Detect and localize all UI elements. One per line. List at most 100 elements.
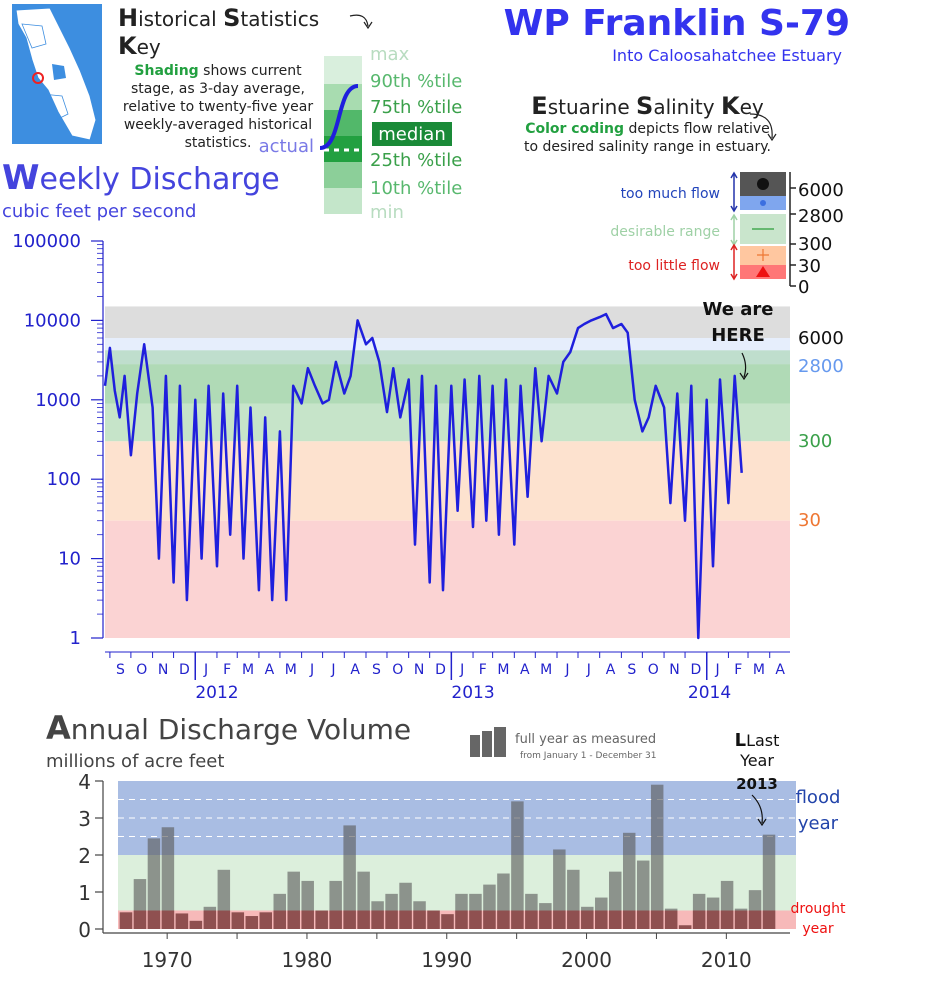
too-little-flow-label: too little flow [628, 258, 720, 274]
annual-bar-drought-part [203, 910, 217, 929]
annual-bar-drought-part [636, 910, 650, 929]
weekly-month-label: O [136, 662, 147, 678]
annual-discharge-chart: Annual Discharge Volume millions of acre… [46, 709, 846, 972]
location-marker [32, 72, 44, 84]
weekly-month-label: S [627, 662, 636, 678]
level-min: min [370, 202, 404, 223]
actual-label: actual [259, 136, 314, 157]
weekly-month-label: M [497, 662, 509, 678]
weekly-month-label: F [479, 662, 487, 678]
discharge-line [103, 312, 743, 640]
weekly-discharge-chart: Weekly Discharge cubic feet per second 1… [2, 158, 844, 703]
annual-title: Annual Discharge Volume [46, 709, 411, 747]
historical-key: Historical Statistics Key Shading shows … [118, 4, 354, 152]
salinity-key-title: Estuarine Salinity Key [531, 92, 764, 120]
annual-bar-drought-part [343, 910, 356, 929]
weekly-units: cubic feet per second [2, 201, 196, 222]
weekly-month-label: J [203, 662, 208, 678]
annual-bar-drought-part [385, 910, 398, 929]
annual-bar-drought-part [678, 925, 692, 929]
level-10th: 10th %tile [370, 178, 462, 199]
weekly-month-label: A [775, 662, 785, 678]
annual-bar [343, 825, 356, 929]
weekly-month-label: O [392, 662, 403, 678]
legend-bars-icon [470, 727, 506, 757]
salinity-threshold-300: 300 [798, 234, 832, 255]
annual-bar-drought-part [497, 910, 510, 929]
weekly-year-label: 2014 [688, 683, 731, 703]
weekly-month-label: F [734, 662, 742, 678]
annual-bar-drought-part [301, 910, 314, 929]
weekly-month-label: J [330, 662, 335, 678]
historical-scale: actual max 90th %tile 75th %tile median … [259, 14, 462, 223]
annual-bar-drought-part [399, 910, 412, 929]
level-max: max [370, 44, 410, 65]
annual-x-tick-label: 1970 [142, 948, 193, 972]
weekly-month-label: A [606, 662, 616, 678]
weekly-month-label: D [179, 662, 190, 678]
annual-bar-drought-part [664, 910, 678, 929]
annual-x-tick-label: 2000 [561, 948, 612, 972]
annual-bar-drought-part [748, 910, 762, 929]
annual-bar-drought-part [315, 910, 328, 929]
annual-x-tick-label: 1980 [282, 948, 333, 972]
annual-bar-drought-part [161, 910, 175, 929]
annual-bar-drought-part [175, 913, 189, 929]
annual-bar-drought-part [119, 912, 133, 929]
title-block: WP Franklin S-79 Into Caloosahatchee Est… [450, 2, 850, 65]
annual-bar-drought-part [720, 910, 734, 929]
weekly-y-tick-label: 1000 [35, 390, 81, 411]
last-year-line3: 2013 [736, 775, 778, 793]
historical-key-title: Historical Statistics Key [118, 4, 320, 60]
weekly-y-tick-label: 100000 [12, 231, 81, 252]
level-75th: 75th %tile [370, 97, 462, 118]
legend-sub: from January 1 - December 31 [520, 751, 656, 761]
zone-flood [105, 306, 790, 339]
annual-units: millions of acre feet [46, 751, 224, 772]
annual-bar-drought-part [553, 910, 566, 929]
weekly-y-tick-label: 10000 [24, 310, 81, 331]
annual-bar-drought-part [371, 910, 384, 929]
annual-bar-drought-part [539, 910, 552, 929]
we-are-here-line2: HERE [711, 325, 765, 346]
florida-map [12, 4, 102, 144]
annual-bar-drought-part [762, 910, 776, 929]
we-are-here-arrow [739, 352, 749, 381]
weekly-y-tick-label: 100 [47, 469, 81, 490]
weekly-month-label: N [414, 662, 424, 678]
annual-bar-drought-part [469, 910, 482, 929]
salinity-threshold-2800: 2800 [798, 206, 844, 227]
salinity-threshold-30: 30 [798, 256, 821, 277]
annual-bar [650, 784, 664, 929]
too-much-flow-label: too much flow [621, 186, 720, 202]
annual-bar-drought-part [650, 910, 664, 929]
weekly-title: Weekly Discharge [2, 158, 280, 198]
annual-x-tick-label: 2010 [701, 948, 752, 972]
salinity-key: Estuarine Salinity Key Color coding depi… [520, 92, 775, 156]
weekly-y-tick-label: 1 [70, 628, 81, 649]
annual-bar-drought-part [511, 910, 524, 929]
weekly-month-label: A [265, 662, 275, 678]
weekly-y-tick-label: 10 [58, 549, 81, 570]
annual-bar [622, 832, 636, 929]
annual-bar [553, 849, 566, 929]
flood-year-label-1: flood [796, 787, 841, 808]
historical-key-description: Shading shows current stage, as 3-day av… [122, 63, 314, 151]
annual-bar [147, 838, 161, 929]
annual-bar-drought-part [147, 910, 161, 929]
level-median: median [378, 124, 445, 145]
weekly-month-label: J [309, 662, 314, 678]
salinity-threshold-0: 0 [798, 277, 809, 295]
annual-bar-drought-part [622, 910, 636, 929]
salinity-key-description: Color coding depicts flow relative to de… [524, 121, 771, 155]
weekly-month-label: M [753, 662, 765, 678]
weekly-month-label: J [715, 662, 720, 678]
weekly-month-label: J [586, 662, 591, 678]
annual-bar-drought-part [287, 910, 300, 929]
legend-main: full year as measured [515, 732, 656, 747]
threshold-label-6000: 6000 [798, 328, 844, 349]
annual-y-tick-label: 3 [78, 807, 91, 831]
annual-bar-drought-part [595, 910, 608, 929]
annual-bar-drought-part [483, 910, 496, 929]
annual-bar-drought-part [133, 910, 147, 929]
